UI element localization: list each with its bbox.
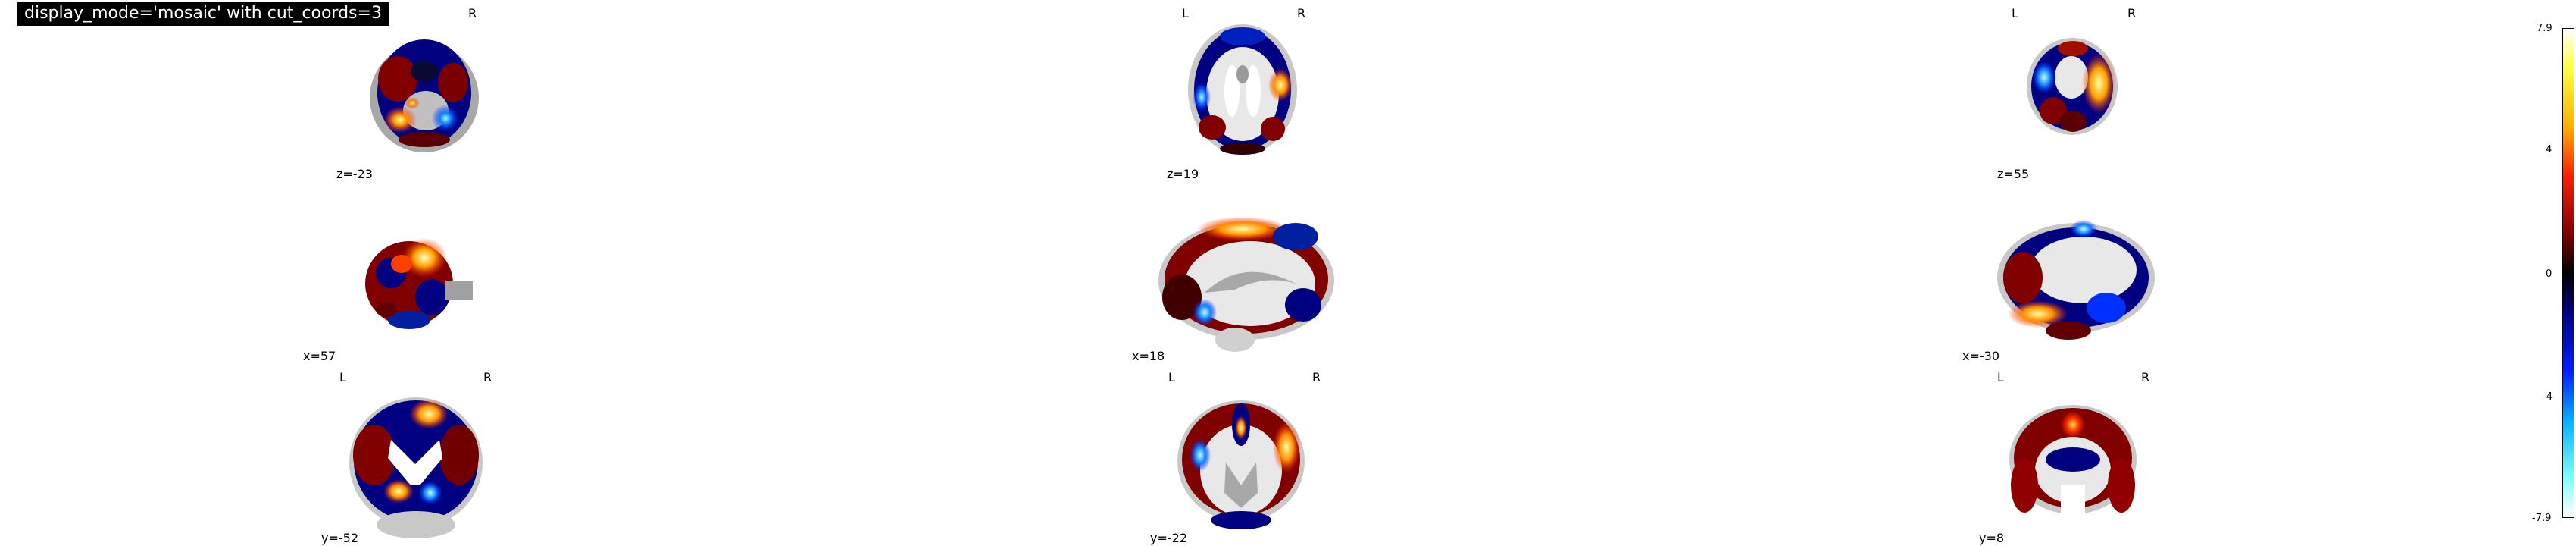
coronal-slice-1 bbox=[349, 397, 483, 538]
sagittal-slice-3 bbox=[1997, 220, 2155, 340]
colorbar-tick-label: 0 bbox=[2546, 268, 2553, 280]
cut-coordinate-label: z=-23 bbox=[336, 167, 373, 181]
cut-coordinate-label: y=-22 bbox=[1150, 531, 1188, 545]
orientation-left-label: L bbox=[1168, 370, 1175, 384]
orientation-left-label: L bbox=[2012, 6, 2018, 20]
orientation-left-label: L bbox=[1182, 6, 1189, 20]
orientation-left-label: L bbox=[339, 370, 346, 384]
axial-slice-2 bbox=[1188, 24, 1297, 155]
sagittal-slice-1 bbox=[365, 238, 473, 329]
orientation-right-label: R bbox=[468, 6, 477, 20]
colorbar-tick-label: 7.9 bbox=[2537, 23, 2553, 34]
cut-coordinate-label: y=-52 bbox=[321, 531, 359, 545]
orientation-right-label: R bbox=[1297, 6, 1306, 20]
orientation-right-label: R bbox=[2127, 6, 2137, 20]
coronal-slice-2 bbox=[1177, 400, 1305, 529]
axial-slice-3 bbox=[2027, 38, 2118, 135]
orientation-right-label: R bbox=[483, 370, 492, 384]
colorbar-tick-label: -7.9 bbox=[2532, 513, 2552, 524]
axial-slice-1 bbox=[370, 26, 479, 152]
cut-coordinate-label: z=19 bbox=[1167, 167, 1199, 181]
sagittal-slice-2 bbox=[1158, 217, 1334, 352]
orientation-left-label: L bbox=[1997, 370, 2004, 384]
coronal-slice-3 bbox=[2009, 405, 2137, 519]
cut-coordinate-label: x=57 bbox=[303, 349, 336, 363]
cut-coordinate-label: z=55 bbox=[1997, 167, 2030, 181]
orientation-right-label: R bbox=[1312, 370, 1321, 384]
cut-coordinate-label: x=-30 bbox=[1962, 349, 2000, 363]
colorbar-tick-label: -4 bbox=[2543, 391, 2553, 403]
orientation-right-label: R bbox=[2141, 370, 2150, 384]
colorbar bbox=[2562, 28, 2574, 518]
figure-title: display_mode='mosaic' with cut_coords=3 bbox=[17, 2, 389, 26]
cut-coordinate-label: x=18 bbox=[1132, 349, 1165, 363]
cut-coordinate-label: y=8 bbox=[1979, 531, 2005, 545]
colorbar-tick-label: 4 bbox=[2546, 144, 2553, 155]
